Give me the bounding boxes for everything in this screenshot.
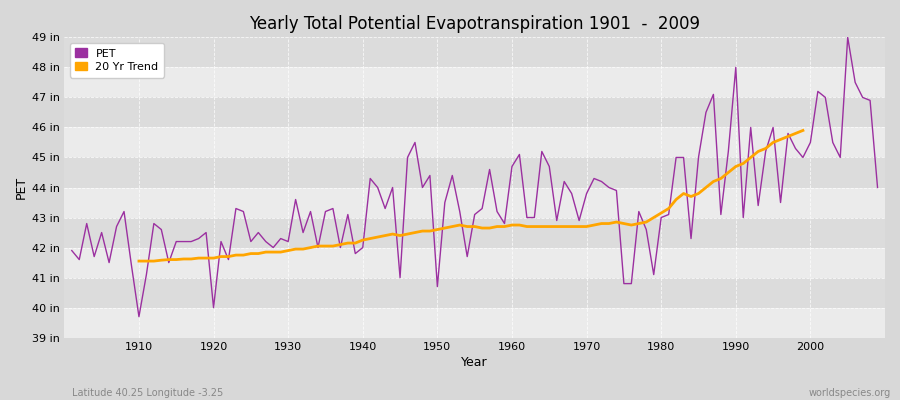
PET xyxy=(133,314,144,319)
X-axis label: Year: Year xyxy=(462,356,488,369)
PET xyxy=(126,263,137,268)
Text: Latitude 40.25 Longitude -3.25: Latitude 40.25 Longitude -3.25 xyxy=(72,388,223,398)
20 Yr Trend xyxy=(768,140,778,145)
Bar xyxy=(64,158,885,188)
Y-axis label: PET: PET xyxy=(15,176,28,199)
PET xyxy=(872,185,883,190)
Bar xyxy=(64,67,885,98)
20 Yr Trend xyxy=(223,254,234,259)
PET xyxy=(507,164,517,169)
20 Yr Trend xyxy=(686,194,697,199)
PET xyxy=(67,248,77,253)
Legend: PET, 20 Yr Trend: PET, 20 Yr Trend xyxy=(70,43,164,78)
20 Yr Trend xyxy=(335,242,346,247)
Bar xyxy=(64,98,885,128)
Title: Yearly Total Potential Evapotranspiration 1901  -  2009: Yearly Total Potential Evapotranspiratio… xyxy=(249,15,700,33)
Bar xyxy=(64,128,885,158)
20 Yr Trend xyxy=(797,128,808,133)
Line: PET: PET xyxy=(72,37,878,317)
20 Yr Trend xyxy=(596,221,607,226)
Bar xyxy=(64,278,885,308)
Text: worldspecies.org: worldspecies.org xyxy=(809,388,891,398)
20 Yr Trend xyxy=(700,185,711,190)
Bar xyxy=(64,188,885,218)
20 Yr Trend xyxy=(133,259,144,264)
Line: 20 Yr Trend: 20 Yr Trend xyxy=(139,130,803,261)
PET xyxy=(604,185,615,190)
Bar xyxy=(64,308,885,338)
PET xyxy=(342,212,353,217)
Bar xyxy=(64,218,885,248)
Bar xyxy=(64,248,885,278)
PET xyxy=(514,152,525,157)
PET xyxy=(298,230,309,235)
PET xyxy=(842,35,853,40)
Bar xyxy=(64,37,885,67)
